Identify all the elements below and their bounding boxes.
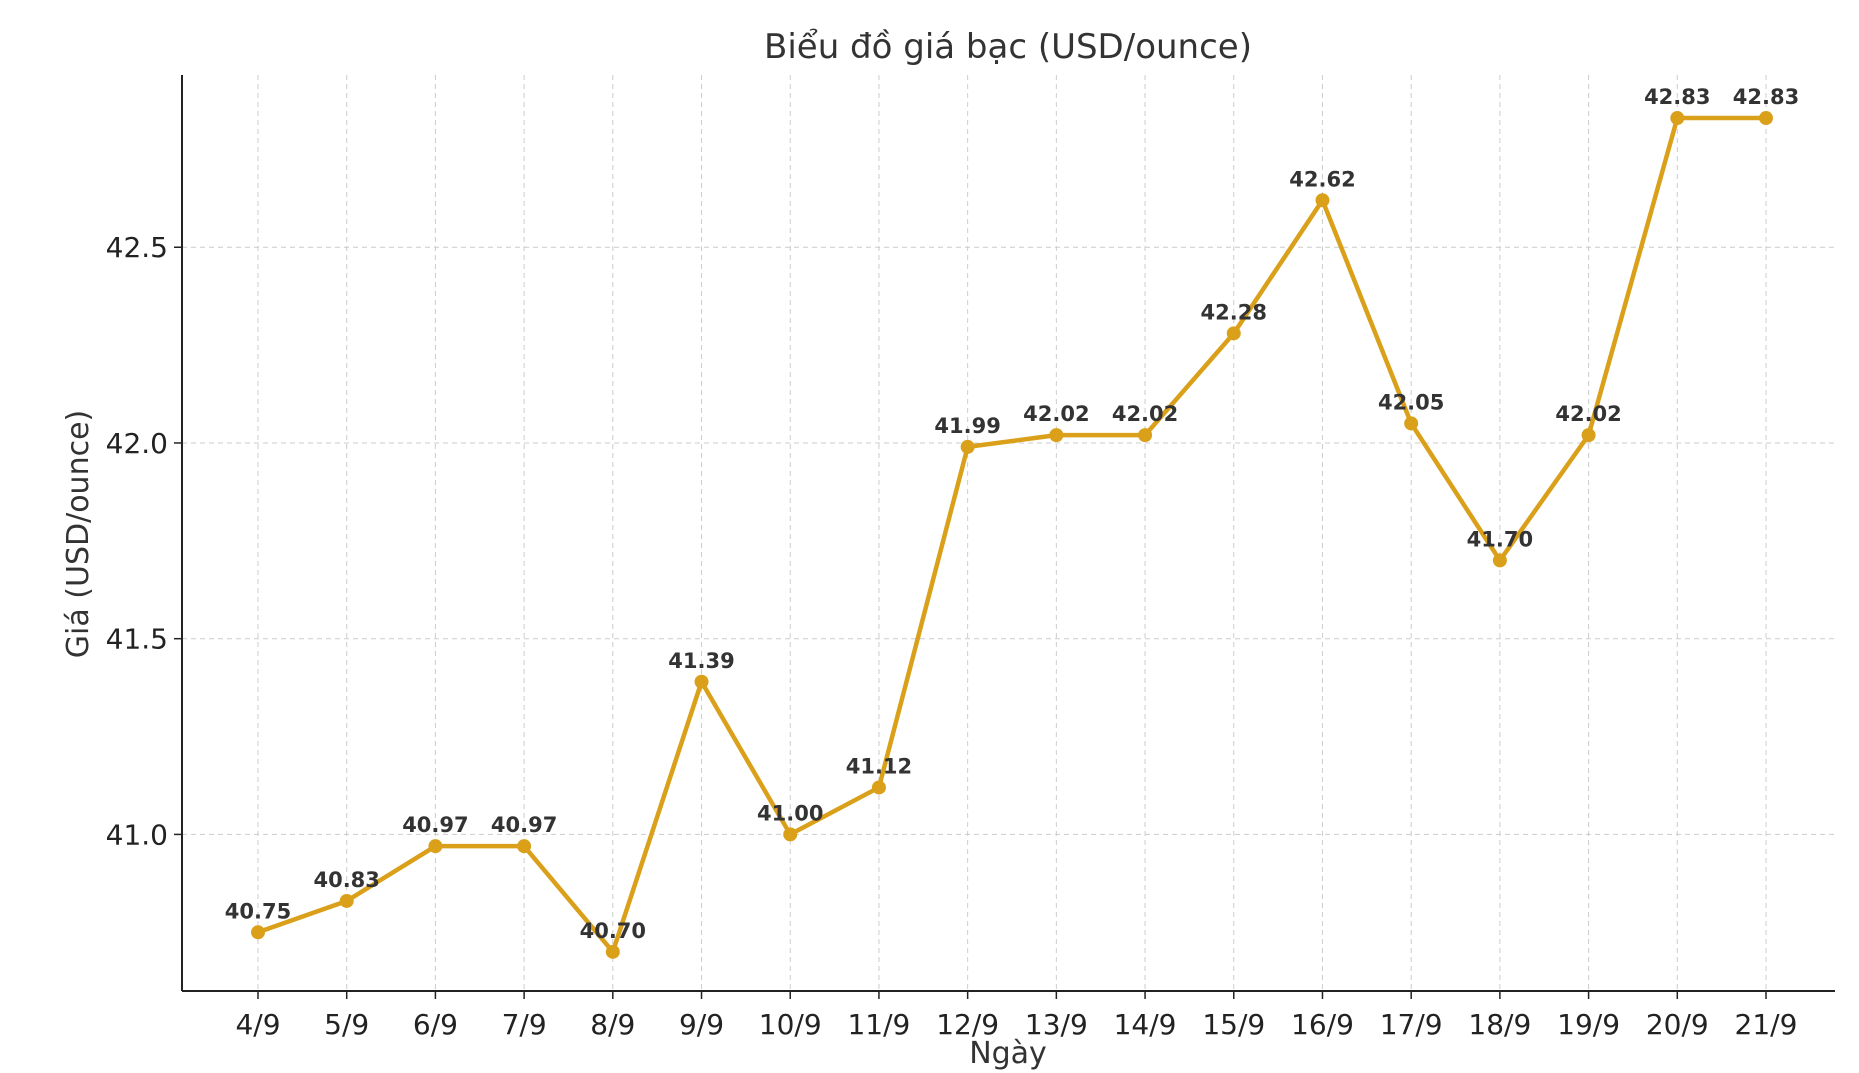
x-tick-label: 20/9 bbox=[1646, 1008, 1709, 1041]
data-label: 41.70 bbox=[1467, 527, 1533, 551]
x-axis-label: Ngày bbox=[969, 1036, 1047, 1071]
data-label: 42.02 bbox=[1112, 402, 1178, 426]
x-tick-label: 5/9 bbox=[324, 1008, 369, 1041]
data-point bbox=[1670, 111, 1685, 126]
x-tick-label: 7/9 bbox=[502, 1008, 547, 1041]
data-label: 41.12 bbox=[846, 754, 912, 778]
grid bbox=[182, 75, 1835, 991]
x-tick-label: 17/9 bbox=[1380, 1008, 1443, 1041]
data-point bbox=[783, 827, 798, 842]
x-tick-label: 10/9 bbox=[759, 1008, 822, 1041]
data-label: 42.83 bbox=[1733, 85, 1799, 109]
data-label: 42.83 bbox=[1644, 85, 1710, 109]
chart-title: Biểu đồ giá bạc (USD/ounce) bbox=[764, 27, 1252, 67]
data-label: 42.28 bbox=[1201, 300, 1267, 324]
x-tick-label: 12/9 bbox=[936, 1008, 999, 1041]
data-label: 40.75 bbox=[225, 899, 291, 923]
x-tick-label: 15/9 bbox=[1202, 1008, 1265, 1041]
data-point bbox=[1581, 428, 1596, 443]
data-point bbox=[605, 944, 620, 959]
data-point bbox=[1049, 428, 1064, 443]
data-label: 42.02 bbox=[1555, 402, 1621, 426]
data-label: 41.39 bbox=[668, 649, 734, 673]
data-point bbox=[871, 780, 886, 795]
data-label: 41.00 bbox=[757, 801, 823, 825]
data-label: 42.02 bbox=[1023, 402, 1089, 426]
data-point bbox=[960, 439, 975, 454]
data-labels: 40.75 40.83 40.97 40.97 40.70 41.39 41.00 41.12… bbox=[225, 85, 1799, 943]
x-tick-label: 13/9 bbox=[1025, 1008, 1088, 1041]
data-point bbox=[1759, 111, 1773, 126]
data-point bbox=[251, 925, 265, 940]
data-label: 42.62 bbox=[1289, 167, 1355, 191]
y-tick-label: 41.0 bbox=[106, 818, 168, 851]
x-tick-label: 21/9 bbox=[1735, 1008, 1798, 1041]
data-point bbox=[428, 839, 443, 854]
x-tick-label: 4/9 bbox=[235, 1008, 280, 1041]
data-point bbox=[1404, 416, 1419, 431]
data-point bbox=[694, 674, 709, 689]
data-label: 41.99 bbox=[934, 414, 1000, 438]
data-label: 40.70 bbox=[580, 919, 646, 943]
data-point bbox=[1315, 193, 1330, 208]
x-tick-label: 8/9 bbox=[590, 1008, 635, 1041]
y-tick-label: 41.5 bbox=[106, 623, 168, 656]
data-point bbox=[517, 839, 532, 854]
x-tick-label: 16/9 bbox=[1291, 1008, 1354, 1041]
data-label: 40.83 bbox=[313, 868, 379, 892]
data-point bbox=[1138, 428, 1153, 443]
x-tick-label: 14/9 bbox=[1114, 1008, 1177, 1041]
x-tick-label: 6/9 bbox=[413, 1008, 458, 1041]
x-tick-label: 9/9 bbox=[679, 1008, 724, 1041]
data-point bbox=[1492, 553, 1507, 568]
y-tick-label: 42.0 bbox=[106, 427, 168, 460]
y-axis-label: Giá (USD/ounce) bbox=[61, 410, 96, 658]
data-label: 40.97 bbox=[491, 813, 557, 837]
data-point bbox=[1226, 326, 1241, 341]
series-line bbox=[257, 115, 1766, 955]
series bbox=[251, 111, 1773, 959]
data-point bbox=[339, 893, 354, 908]
x-tick-label: 18/9 bbox=[1468, 1008, 1531, 1041]
y-tick-label: 42.5 bbox=[106, 231, 168, 264]
axes: 4/9 5/9 6/9 7/9 8/9 9/9 10/9 11/9 12/9 13/9 14/9 15… bbox=[106, 75, 1835, 1041]
x-tick-label: 11/9 bbox=[847, 1008, 910, 1041]
data-label: 42.05 bbox=[1378, 390, 1444, 414]
data-label: 40.97 bbox=[402, 813, 468, 837]
x-tick-label: 19/9 bbox=[1557, 1008, 1620, 1041]
